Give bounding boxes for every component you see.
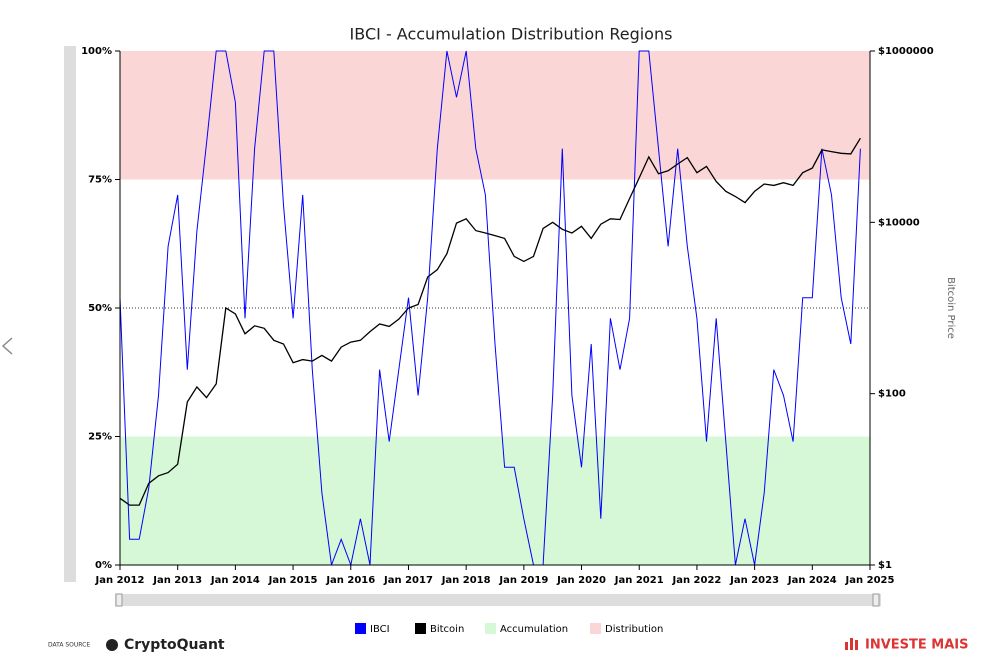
legend-swatch <box>485 623 496 634</box>
x-tick-label: Jan 2018 <box>441 575 491 586</box>
scrollbars <box>64 46 881 607</box>
region-band <box>120 436 870 565</box>
legend-label: Accumulation <box>500 624 568 635</box>
brand-name: INVESTE MAIS <box>865 638 969 653</box>
source-label: DATA SOURCE <box>48 642 90 649</box>
source-name: CryptoQuant <box>124 637 225 653</box>
series-line <box>119 50 861 567</box>
x-tick-label: Jan 2024 <box>787 575 837 586</box>
y-tick-label: 50% <box>88 303 112 314</box>
legend-label: IBCI <box>370 624 390 635</box>
x-tick-label: Jan 2013 <box>152 575 202 586</box>
legend-label: Bitcoin <box>430 624 464 635</box>
x-tick-label: Jan 2014 <box>210 575 260 586</box>
x-tick-label: Jan 2017 <box>383 575 433 586</box>
y2-tick-label: $1000000 <box>878 46 934 57</box>
y2-tick-label: $100 <box>878 389 906 400</box>
back-arrow[interactable] <box>1 337 13 355</box>
legend-swatch <box>590 623 601 634</box>
x-tick-label: Jan 2021 <box>614 575 664 586</box>
y-tick-label: 0% <box>95 560 112 571</box>
plot-area <box>119 50 870 567</box>
x-tick-label: Jan 2015 <box>268 575 318 586</box>
legend-swatch <box>415 623 426 634</box>
x-tick-label: Jan 2016 <box>325 575 375 586</box>
x-tick-label: Jan 2022 <box>671 575 721 586</box>
series-line <box>119 137 861 506</box>
brand-icon <box>845 638 858 650</box>
x-tick-label: Jan 2020 <box>556 575 606 586</box>
region-band <box>120 51 870 180</box>
x-tick-label: Jan 2019 <box>498 575 548 586</box>
chart-title: IBCI - Accumulation Distribution Regions <box>350 25 673 44</box>
y2-tick-label: $1 <box>878 560 892 571</box>
vertical-scrollbar[interactable] <box>64 46 76 582</box>
y-tick-label: 75% <box>88 175 112 186</box>
source-logo <box>106 639 118 651</box>
legend-label: Distribution <box>605 624 663 635</box>
y2-tick-label: $10000 <box>878 217 920 228</box>
y2-axis-label: Bitcoin Price <box>945 277 956 339</box>
x-tick-label: Jan 2012 <box>95 575 145 586</box>
horizontal-scrollbar[interactable] <box>115 594 881 606</box>
scroll-handle[interactable] <box>872 593 880 607</box>
scroll-handle[interactable] <box>115 593 123 607</box>
x-tick-label: Jan 2025 <box>845 575 895 586</box>
x-tick-label: Jan 2023 <box>729 575 779 586</box>
y-tick-label: 100% <box>81 46 112 57</box>
legend-swatch <box>355 623 366 634</box>
y-tick-label: 25% <box>88 432 112 443</box>
